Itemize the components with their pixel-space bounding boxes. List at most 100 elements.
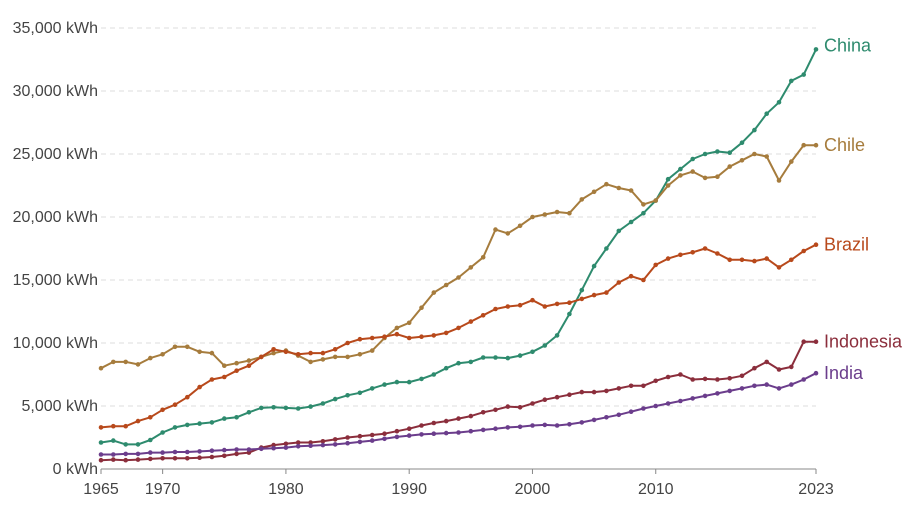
- x-tick-label: 1970: [145, 481, 181, 498]
- data-point: [641, 406, 646, 411]
- data-point: [369, 386, 375, 391]
- data-point: [579, 197, 585, 202]
- series-india: [98, 370, 819, 457]
- data-point: [419, 432, 424, 437]
- data-point: [135, 362, 141, 367]
- data-point: [419, 423, 424, 428]
- data-point: [345, 435, 350, 440]
- series-line-indonesia: [100, 340, 816, 462]
- data-point: [776, 178, 782, 183]
- data-point: [752, 383, 757, 389]
- data-point: [690, 169, 695, 174]
- data-point: [591, 263, 597, 269]
- data-point: [369, 438, 375, 443]
- series-brazil: [98, 242, 819, 430]
- data-point: [419, 376, 424, 382]
- data-point: [542, 304, 548, 309]
- data-point: [246, 447, 252, 452]
- data-point: [665, 401, 671, 406]
- data-point: [246, 358, 252, 363]
- data-point: [690, 250, 695, 255]
- data-point: [517, 353, 523, 358]
- data-point: [813, 242, 819, 247]
- data-point: [480, 355, 486, 360]
- data-point: [123, 457, 128, 463]
- data-point: [678, 372, 683, 377]
- series-chile: [98, 142, 819, 371]
- data-point: [715, 377, 720, 382]
- data-point: [579, 389, 585, 395]
- data-point: [172, 456, 178, 461]
- data-point: [185, 422, 190, 428]
- data-point: [480, 427, 486, 433]
- data-point: [567, 392, 572, 398]
- data-point: [394, 428, 400, 434]
- data-point: [148, 450, 153, 455]
- data-point: [739, 158, 745, 163]
- data-point: [468, 428, 474, 434]
- data-point: [616, 228, 622, 234]
- series-line-chile: [100, 144, 816, 370]
- data-point: [517, 302, 523, 308]
- data-point: [554, 333, 560, 338]
- data-point: [394, 325, 400, 331]
- data-point: [406, 433, 412, 438]
- data-point: [431, 420, 437, 426]
- data-point: [443, 430, 449, 436]
- data-point: [320, 350, 326, 356]
- data-point: [789, 364, 794, 370]
- data-point: [702, 175, 708, 181]
- data-point: [628, 219, 634, 225]
- data-point: [456, 430, 461, 435]
- data-point: [308, 359, 313, 365]
- data-point: [813, 142, 819, 148]
- data-point: [406, 320, 412, 326]
- data-point: [702, 246, 708, 251]
- data-point: [480, 410, 486, 415]
- data-point: [567, 311, 572, 317]
- data-point: [222, 416, 227, 421]
- data-point: [530, 401, 535, 406]
- data-point: [332, 347, 338, 352]
- data-point: [764, 154, 769, 159]
- data-point: [98, 452, 104, 457]
- series-indonesia: [98, 339, 819, 463]
- data-point: [653, 198, 658, 203]
- data-point: [641, 202, 646, 207]
- data-point: [764, 382, 769, 387]
- data-point: [628, 383, 634, 389]
- data-point: [357, 390, 363, 396]
- data-point: [801, 142, 806, 148]
- data-point: [739, 386, 745, 391]
- data-point: [320, 357, 326, 362]
- data-point: [98, 425, 104, 430]
- y-tick-label: 0 kWh: [53, 461, 98, 478]
- data-point: [345, 440, 350, 446]
- data-point: [641, 383, 646, 389]
- data-point: [443, 418, 449, 424]
- data-point: [222, 374, 227, 380]
- data-point: [246, 410, 252, 415]
- data-point: [727, 376, 732, 381]
- series-line-india: [101, 372, 817, 456]
- data-point: [715, 149, 720, 154]
- data-point: [123, 451, 128, 457]
- data-point: [406, 426, 412, 432]
- data-point: [234, 415, 239, 420]
- data-point: [382, 431, 387, 437]
- data-point: [591, 389, 597, 395]
- data-point: [98, 457, 104, 463]
- x-tick-label: 1980: [268, 481, 304, 498]
- data-point: [283, 445, 289, 450]
- data-point: [493, 407, 498, 413]
- data-point: [727, 257, 732, 263]
- data-point: [369, 348, 375, 353]
- data-point: [197, 349, 202, 355]
- x-tick-label: 1965: [83, 481, 119, 498]
- data-point: [530, 214, 535, 220]
- data-point: [357, 336, 363, 342]
- data-point: [764, 359, 769, 365]
- data-point: [530, 297, 535, 303]
- data-point: [468, 319, 474, 324]
